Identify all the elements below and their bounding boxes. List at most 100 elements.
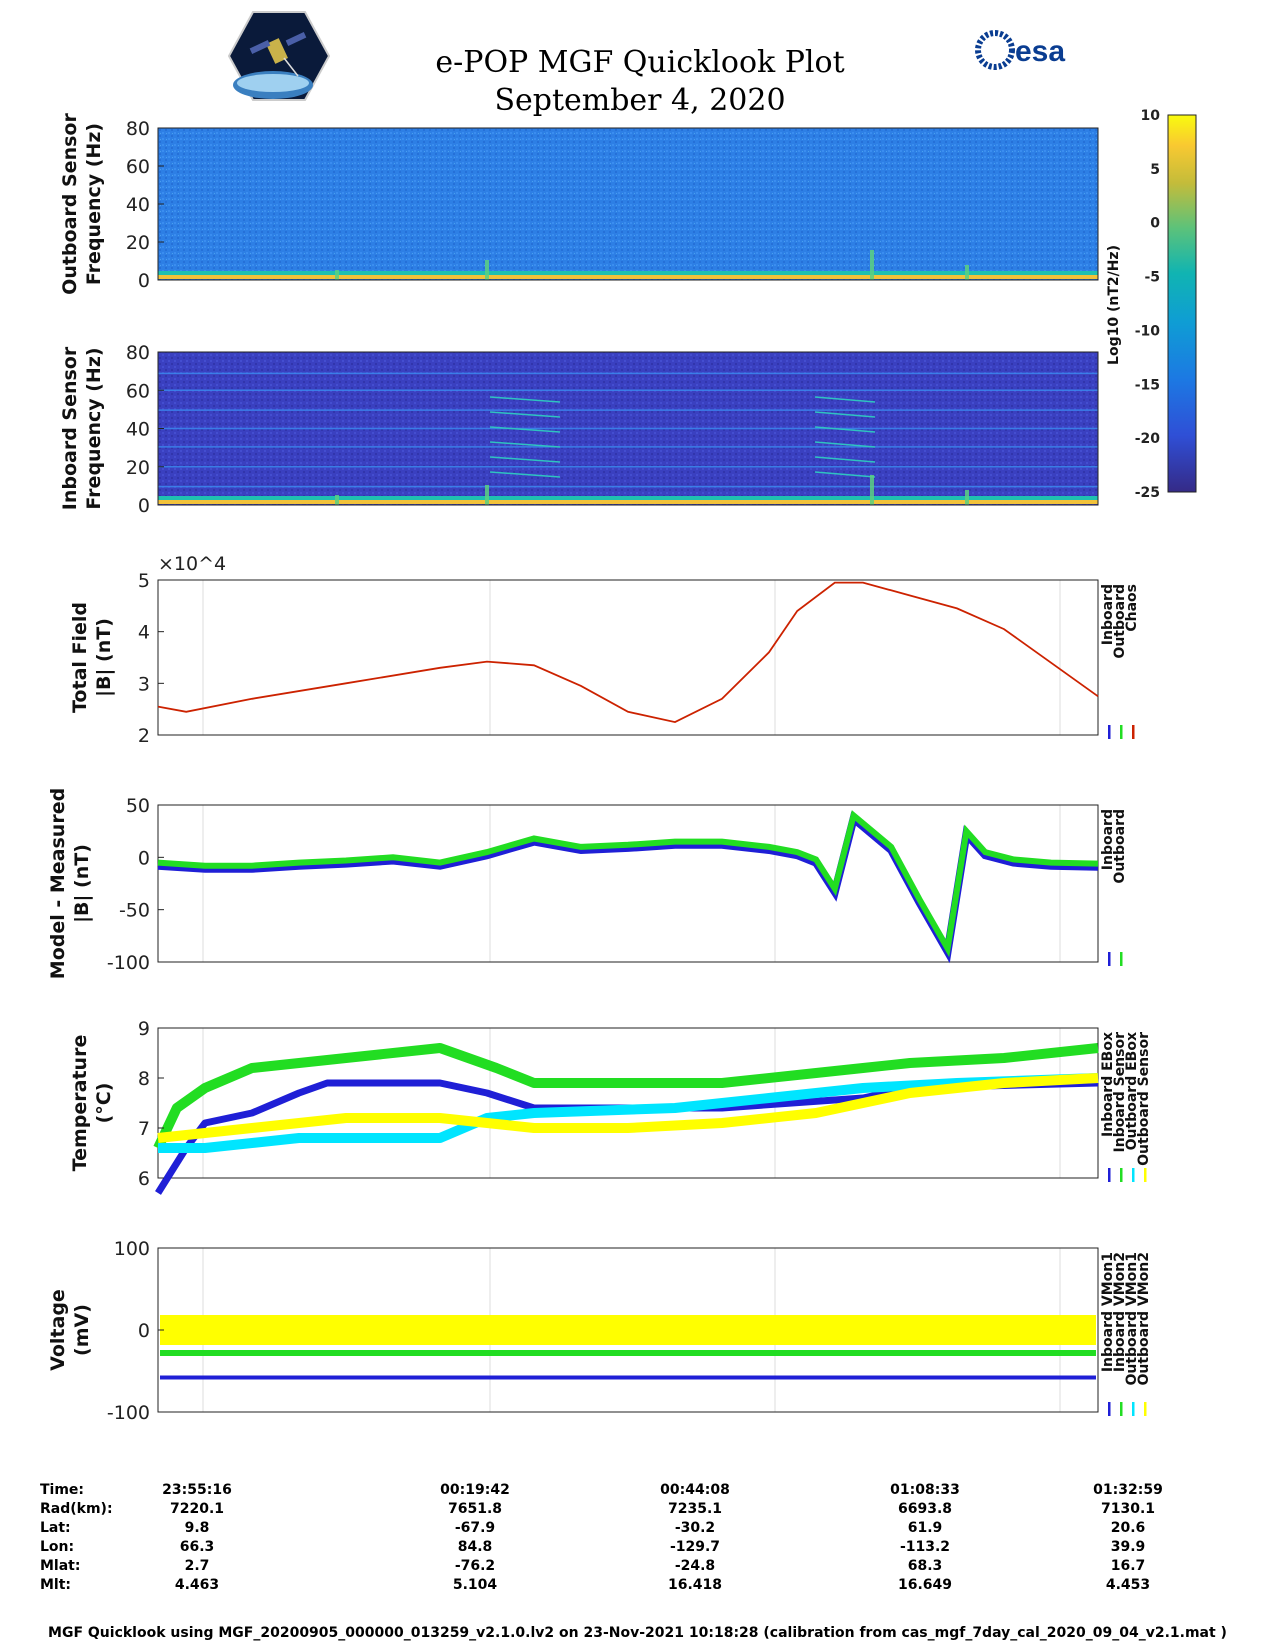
temperature-legend-entry: Outboard Sensor — [1136, 1032, 1152, 1166]
outboard-spectrogram-burst — [485, 260, 489, 280]
total-field-ylabel: Total Field |B| (nT) — [69, 602, 115, 713]
temperature-legend-swatch — [1120, 1168, 1123, 1182]
temperature-tick-label: 9 — [138, 1018, 150, 1040]
temperature-legend-swatch — [1108, 1168, 1111, 1182]
info-row: Lon: 66.3 84.8 -129.7 -113.2 39.9 — [40, 1539, 1240, 1558]
info-row: Mlt: 4.463 5.104 16.418 16.649 4.453 — [40, 1577, 1240, 1596]
info-cell: 39.9 — [1110, 1539, 1146, 1555]
info-cell: 7220.1 — [169, 1501, 225, 1517]
voltage-legend-label: Inboard VMon2 — [1112, 1252, 1128, 1372]
temperature-legend-entry: Inboard EBox — [1100, 1032, 1116, 1137]
temperature-legend-swatch — [1132, 1168, 1135, 1182]
info-cell: 20.6 — [1110, 1520, 1146, 1536]
cassiope-satellite-logo — [228, 11, 330, 101]
colorbar-tick-label: -10 — [1135, 323, 1161, 339]
voltage-tick-label: -100 — [107, 1402, 150, 1424]
inboard-spectrogram-emission — [489, 396, 561, 403]
model-minus-measured-legend-swatch — [1120, 952, 1123, 966]
voltage-tick-label: 0 — [138, 1320, 150, 1342]
colorbar-tick-label: 0 — [1150, 216, 1160, 232]
info-cell: -67.9 — [454, 1520, 496, 1536]
info-row: Rad(km): 7220.1 7651.8 7235.1 6693.8 7130.1 — [40, 1501, 1240, 1520]
info-cell: 00:19:42 — [440, 1482, 510, 1498]
footer-note: MGF Quicklook using MGF_20200905_000000_… — [48, 1625, 1227, 1641]
info-cell: 4.463 — [174, 1577, 220, 1593]
inboard-spectrogram-emission — [814, 411, 876, 418]
inboard-spectrogram-ylabel: Inboard Sensor Frequency (Hz) — [59, 346, 105, 510]
colorbar-tick-label: -20 — [1135, 431, 1161, 447]
inboard-spectrogram-emission — [489, 441, 561, 448]
total-field-tick-label: 4 — [138, 622, 150, 644]
plot-date: September 4, 2020 — [494, 83, 786, 118]
colorbar-tick-label: -15 — [1135, 377, 1160, 393]
temperature-ylabel: Temperature (°C) — [69, 1035, 115, 1172]
info-row: Time: 23:55:16 00:19:42 00:44:08 01:08:33 01:… — [40, 1482, 1240, 1501]
info-label: Rad(km): — [40, 1501, 113, 1517]
inboard-spectrogram-ylabel-line: Frequency (Hz) — [83, 347, 105, 509]
inboard-spectrogram-emission — [814, 471, 876, 478]
info-cell: 7651.8 — [447, 1501, 503, 1517]
inboard-spectrogram-tick-label: 60 — [126, 380, 150, 402]
inboard-spectrogram-burst — [870, 475, 874, 505]
total-field-ylabel-line: |B| (nT) — [93, 618, 115, 697]
total-field-legend-entry: Chaos — [1124, 584, 1140, 632]
inboard-spectrogram-tick-label: 40 — [126, 419, 150, 441]
info-cell: 84.8 — [457, 1539, 493, 1555]
total-field-tick-label: 3 — [138, 673, 150, 695]
model-minus-measured-legend-entry: Outboard — [1112, 809, 1128, 884]
outboard-spectrogram-tick-label: 80 — [126, 118, 150, 140]
outboard-spectrogram-ylabel-line: Outboard Sensor — [59, 113, 81, 295]
info-label: Time: — [40, 1482, 85, 1498]
colorbar — [1167, 114, 1197, 493]
temperature-frame — [157, 1027, 1099, 1179]
info-cell: 6693.8 — [897, 1501, 953, 1517]
voltage-legend-label: Inboard VMon1 — [1100, 1252, 1116, 1372]
inboard-spectrogram-low-band — [158, 496, 1098, 501]
model-minus-measured-ylabel-line: Model - Measured — [47, 788, 69, 979]
info-cell: 4.453 — [1105, 1577, 1151, 1593]
model-minus-measured-legend-swatch — [1108, 952, 1111, 966]
outboard-spectrogram-tick-label: 60 — [126, 156, 150, 178]
inboard-spectrogram-emission — [489, 471, 561, 478]
model-minus-measured-outboard-line — [157, 810, 1099, 958]
total-field-exponent: ×10^4 — [158, 553, 226, 575]
inboard-spectrogram-emission — [814, 456, 876, 463]
temperature-tick-label: 7 — [138, 1118, 150, 1140]
total-field-tick-label: 5 — [138, 570, 150, 592]
voltage-legend-swatch — [1132, 1402, 1135, 1416]
temperature-tick-label: 6 — [138, 1168, 150, 1190]
total-field-legend-swatch — [1108, 725, 1111, 739]
info-cell: 16.418 — [667, 1577, 723, 1593]
voltage-legend-entry: Inboard VMon2 — [1112, 1252, 1128, 1372]
total-field-legend-swatch — [1120, 725, 1123, 739]
total-field-legend-entry: Outboard — [1112, 584, 1128, 659]
voltage-legend-swatch — [1108, 1402, 1111, 1416]
temperature-ylabel-line: Temperature — [69, 1035, 91, 1172]
temperature-ylabel-line: (°C) — [93, 1083, 115, 1124]
inboard-spectrogram-emission — [489, 411, 561, 418]
info-cell: 00:44:08 — [660, 1482, 730, 1498]
colorbar-label-text: Log10 (nT2/Hz) — [1106, 245, 1122, 365]
inboard-spectrogram-emission — [814, 426, 876, 433]
total-field-ylabel-line: Total Field — [69, 602, 91, 713]
total-field-legend-entry: Inboard — [1100, 584, 1116, 645]
total-field-legend-label: Inboard — [1100, 584, 1116, 645]
total-field-legend-swatch — [1132, 725, 1135, 739]
orbit-info-table: Time: 23:55:16 00:19:42 00:44:08 01:08:33 01:… — [40, 1482, 1240, 1596]
inboard-spectrogram-emission — [489, 426, 561, 433]
temperature-legend-label: Inboard EBox — [1100, 1032, 1116, 1137]
voltage-legend-entry: Outboard VMon2 — [1136, 1252, 1152, 1386]
info-cell: 23:55:16 — [162, 1482, 232, 1498]
info-label: Lat: — [40, 1520, 71, 1536]
temperature-series-line — [157, 1073, 1099, 1143]
info-row: Mlat: 2.7 -76.2 -24.8 68.3 16.7 — [40, 1558, 1240, 1577]
info-cell: 01:08:33 — [890, 1482, 960, 1498]
outboard-spectrogram-ylabel-line: Frequency (Hz) — [83, 123, 105, 285]
colorbar-tick-label: -25 — [1135, 485, 1160, 501]
inboard-spectrogram-tick-label: 20 — [126, 457, 150, 479]
voltage-legend-entry: Inboard VMon1 — [1100, 1252, 1116, 1372]
voltage-legend-swatch — [1120, 1402, 1123, 1416]
info-cell: -113.2 — [899, 1539, 951, 1555]
info-label: Mlt: — [40, 1577, 72, 1593]
